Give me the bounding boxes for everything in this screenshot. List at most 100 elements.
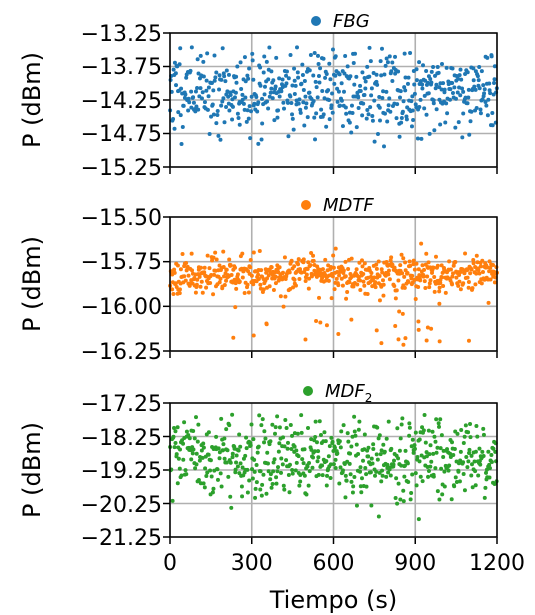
data-point (201, 441, 206, 446)
data-point (202, 270, 207, 275)
data-point (314, 85, 319, 90)
ytick-label: −19.25 (81, 459, 162, 484)
data-point (406, 479, 411, 484)
data-point (186, 273, 191, 278)
data-point (248, 136, 253, 141)
data-point (290, 83, 295, 88)
data-point (193, 466, 198, 471)
data-point (355, 282, 360, 287)
data-point (329, 296, 334, 301)
data-point (246, 76, 251, 81)
data-point (224, 68, 229, 73)
data-point (215, 108, 220, 113)
axes-frame-fbg (169, 32, 498, 168)
data-point (385, 60, 390, 65)
data-point (340, 468, 345, 473)
data-point (208, 468, 213, 473)
data-point (184, 472, 189, 477)
data-point (265, 99, 270, 104)
data-point (343, 495, 348, 500)
data-point (204, 474, 209, 479)
data-point (328, 462, 333, 467)
data-point (292, 444, 297, 449)
data-point (280, 462, 285, 467)
data-point (466, 95, 471, 100)
data-point (348, 451, 353, 456)
data-point (197, 458, 202, 463)
data-point (228, 494, 233, 499)
data-point (300, 62, 305, 67)
data-point (481, 432, 486, 437)
data-point (304, 272, 309, 277)
data-point (371, 70, 376, 75)
data-point (438, 281, 443, 286)
data-point (287, 490, 292, 495)
data-point (337, 439, 342, 444)
data-point (233, 305, 238, 310)
data-point (245, 282, 250, 287)
data-point (397, 134, 402, 139)
data-point (448, 97, 453, 102)
data-point (401, 342, 406, 347)
data-point (450, 282, 455, 287)
data-point (298, 107, 303, 112)
data-point (417, 60, 422, 65)
data-point (200, 455, 205, 460)
data-point (424, 69, 429, 74)
data-point (278, 470, 283, 475)
data-point (301, 257, 306, 262)
data-point (471, 258, 476, 262)
ytick-label: −15.75 (81, 250, 162, 275)
data-point (209, 114, 214, 119)
data-point (317, 419, 322, 424)
data-point (289, 101, 294, 106)
data-point (375, 425, 380, 430)
data-point (403, 448, 408, 453)
data-point (191, 447, 196, 452)
data-point (261, 287, 266, 292)
data-point (332, 445, 337, 450)
data-point (313, 434, 318, 439)
data-point (392, 265, 397, 270)
data-point (458, 449, 463, 454)
data-point (474, 424, 479, 429)
data-point (403, 268, 408, 273)
data-point (275, 469, 280, 474)
data-point (481, 426, 486, 431)
data-point (177, 466, 182, 471)
data-point (386, 268, 391, 273)
data-point (354, 503, 359, 508)
panel-fbg: −13.25 −13.75 −14.25 −14.75 −15.25 P (dB… (18, 11, 499, 181)
data-point (257, 248, 262, 253)
data-point (337, 273, 342, 278)
data-point (358, 89, 363, 94)
data-point (402, 474, 407, 479)
data-point (374, 266, 379, 271)
data-point (214, 257, 219, 262)
data-point (259, 423, 264, 428)
data-point (362, 261, 367, 266)
data-point (479, 69, 484, 74)
data-point (237, 279, 242, 284)
data-point (454, 275, 459, 280)
data-point (173, 71, 178, 76)
data-point (417, 459, 422, 464)
data-point (374, 452, 379, 457)
data-point (374, 79, 379, 84)
data-point (427, 281, 432, 286)
data-point (234, 460, 239, 465)
data-point (468, 119, 473, 124)
data-point (243, 453, 248, 458)
data-point (297, 276, 302, 281)
data-point (307, 469, 312, 474)
data-point (199, 448, 204, 453)
data-point (461, 89, 466, 94)
data-point (264, 321, 269, 326)
data-point (274, 475, 279, 480)
data-point (308, 263, 313, 268)
data-point (269, 69, 274, 74)
data-point (205, 107, 210, 112)
data-point (300, 457, 305, 462)
data-point (339, 276, 344, 281)
